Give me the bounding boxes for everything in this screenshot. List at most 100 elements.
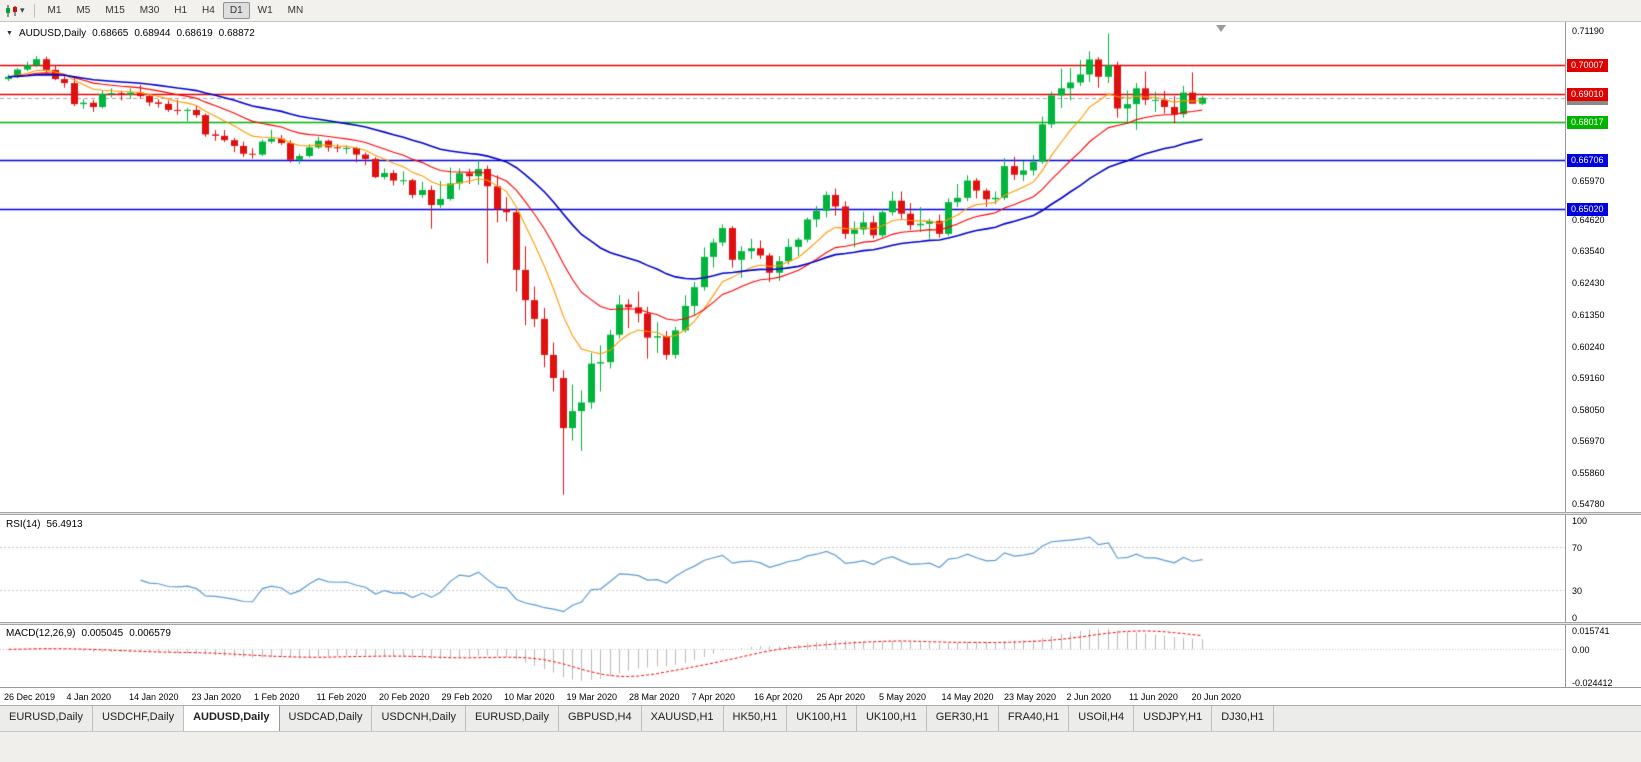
chart-shift-marker-icon[interactable] — [1216, 25, 1226, 32]
price-axis-label: 0.56970 — [1572, 435, 1605, 446]
time-axis-label: 2 Jun 2020 — [1066, 692, 1112, 702]
timeframe-group: M1 M5 M15 M30 H1 H4 D1 W1 MN — [41, 2, 311, 19]
price-axis-label: 0.65970 — [1572, 176, 1605, 187]
timeframe-button-mn[interactable]: MN — [281, 2, 311, 19]
chart-area[interactable]: 26 Dec 2019 4 Jan 2020 14 Jan 2020 23 Jan 2… — [0, 22, 1641, 705]
tab-hk50-h1[interactable]: HK50,H1 — [723, 706, 788, 731]
time-axis-label: 28 Mar 2020 — [629, 692, 680, 702]
tab-uk100-h1[interactable]: UK100,H1 — [856, 706, 927, 731]
time-axis-label: 10 Mar 2020 — [504, 692, 555, 702]
time-axis-label: 1 Feb 2020 — [254, 692, 300, 702]
macd-axis-label: 0.00 — [1572, 645, 1590, 656]
time-axis-label: 11 Jun 2020 — [1129, 692, 1178, 702]
price-axis-label: 0.64620 — [1572, 215, 1605, 226]
timeframe-button-m5[interactable]: M5 — [69, 2, 97, 19]
macd-main-value: 0.005045 — [81, 628, 124, 639]
chart-title: ▼ AUDUSD,Daily 0.68665 0.68944 0.68619 0… — [6, 28, 255, 39]
timeframe-button-d1[interactable]: D1 — [222, 2, 250, 19]
chart-close-value: 0.68872 — [218, 28, 255, 39]
timeframe-button-h4[interactable]: H4 — [195, 2, 222, 19]
panel-divider[interactable] — [0, 512, 1641, 515]
price-axis-label: 0.62430 — [1572, 278, 1605, 289]
tab-usdcnh-daily[interactable]: USDCNH,Daily — [372, 706, 467, 731]
time-axis-label: 16 Apr 2020 — [754, 692, 803, 702]
tab-eurusd-daily[interactable]: EURUSD,Daily — [466, 706, 559, 731]
price-axis-label: 0.61350 — [1572, 309, 1605, 320]
macd-axis-label: 0.015741 — [1572, 626, 1610, 636]
price-axis-label: 0.71190 — [1572, 25, 1604, 36]
toolbar: ▾ M1 M5 M15 M30 H1 H4 D1 W1 MN — [0, 0, 1641, 22]
tab-fra40-h1[interactable]: FRA40,H1 — [998, 706, 1070, 731]
chart-title-symbol: AUDUSD,Daily — [18, 28, 87, 39]
timeframe-button-m15[interactable]: M15 — [98, 2, 131, 19]
time-axis-label: 23 May 2020 — [1004, 692, 1057, 702]
time-axis-label: 26 Dec 2019 — [4, 692, 56, 702]
tab-ger30-h1[interactable]: GER30,H1 — [926, 706, 999, 731]
price-axis-label: 0.63540 — [1572, 246, 1605, 257]
level-price-badge: 0.68017 — [1567, 116, 1608, 130]
tab-eurusd-daily[interactable]: EURUSD,Daily — [0, 706, 93, 731]
time-axis-label: 29 Feb 2020 — [441, 692, 493, 702]
level-price-badge: 0.65020 — [1567, 202, 1608, 216]
price-chart-canvas[interactable] — [0, 22, 1565, 512]
level-price-badge: 0.66706 — [1567, 154, 1608, 168]
panel-divider[interactable] — [0, 622, 1641, 625]
time-axis-label: 5 May 2020 — [879, 692, 927, 702]
macd-label: MACD(12,26,9) 0.005045 0.006579 — [6, 628, 171, 639]
chart-low-value: 0.68619 — [176, 28, 213, 39]
time-axis-label: 20 Jun 2020 — [1191, 692, 1242, 702]
tab-uk100-h1[interactable]: UK100,H1 — [787, 706, 857, 731]
timeframe-button-m30[interactable]: M30 — [133, 2, 166, 19]
status-bar — [0, 731, 1641, 762]
price-axis-label: 0.55860 — [1572, 467, 1605, 478]
time-axis-label: 4 Jan 2020 — [66, 692, 112, 702]
tab-gbpusd-h4[interactable]: GBPUSD,H4 — [559, 706, 642, 731]
symbol-marker-icon: ▼ — [6, 30, 13, 37]
toolbar-separator — [33, 3, 35, 18]
chart-high-value: 0.68944 — [134, 28, 171, 39]
tab-audusd-daily[interactable]: AUDUSD,Daily — [184, 706, 280, 731]
macd-name: MACD(12,26,9) — [6, 628, 76, 639]
chart-tab-bar: EURUSD,Daily USDCHF,Daily AUDUSD,Daily USDC… — [0, 705, 1641, 731]
tab-dj30-h1[interactable]: DJ30,H1 — [1212, 706, 1275, 731]
macd-panel-canvas[interactable] — [0, 625, 1565, 687]
price-axis-label: 0.58050 — [1572, 404, 1605, 415]
time-axis-label: 14 Jan 2020 — [129, 692, 179, 702]
tab-usoil-h4[interactable]: USOil,H4 — [1069, 706, 1135, 731]
tab-xauusd-h1[interactable]: XAUUSD,H1 — [641, 706, 724, 731]
time-axis-label: 11 Feb 2020 — [316, 692, 367, 702]
time-axis[interactable]: 26 Dec 2019 4 Jan 2020 14 Jan 2020 23 Jan 2… — [0, 687, 1641, 705]
rsi-panel-canvas[interactable] — [0, 515, 1565, 622]
level-price-badge: 0.70007 — [1567, 59, 1608, 73]
rsi-label: RSI(14) 56.4913 — [6, 519, 83, 530]
rsi-axis-label: 0 — [1572, 613, 1578, 623]
chart-menu-caret-icon[interactable]: ▾ — [20, 5, 25, 15]
rsi-name: RSI(14) — [6, 519, 41, 530]
time-axis-label: 19 Mar 2020 — [566, 692, 618, 702]
rsi-axis-label: 100 — [1572, 516, 1588, 526]
price-axis-label: 0.59160 — [1572, 372, 1605, 383]
rsi-axis-label: 70 — [1572, 543, 1583, 554]
time-axis-label: 7 Apr 2020 — [691, 692, 736, 702]
macd-axis-label: -0.024412 — [1572, 678, 1613, 688]
time-axis-label: 25 Apr 2020 — [816, 692, 866, 702]
time-axis-label: 23 Jan 2020 — [191, 692, 242, 702]
price-axis-label: 0.54780 — [1572, 498, 1605, 509]
tab-usdjpy-h1[interactable]: USDJPY,H1 — [1134, 706, 1213, 731]
price-axis-label: 0.60240 — [1572, 341, 1605, 352]
timeframe-button-h1[interactable]: H1 — [167, 2, 194, 19]
timeframe-button-w1[interactable]: W1 — [251, 2, 280, 19]
timeframe-button-m1[interactable]: M1 — [41, 2, 69, 19]
level-price-badge: 0.69010 — [1567, 87, 1608, 101]
chart-type-icon[interactable] — [5, 4, 19, 17]
time-axis-label: 20 Feb 2020 — [379, 692, 430, 702]
chart-open-value: 0.68665 — [92, 28, 129, 39]
rsi-axis-label: 30 — [1572, 585, 1583, 596]
rsi-value: 56.4913 — [46, 519, 83, 530]
time-axis-label: 14 May 2020 — [941, 692, 994, 702]
price-axis[interactable]: 0.71190 0.65970 0.64620 0.63540 0.62430 0.613… — [1565, 22, 1641, 688]
tab-usdchf-daily[interactable]: USDCHF,Daily — [92, 706, 185, 731]
macd-signal-value: 0.006579 — [129, 628, 171, 639]
tab-usdcad-daily[interactable]: USDCAD,Daily — [279, 706, 373, 731]
